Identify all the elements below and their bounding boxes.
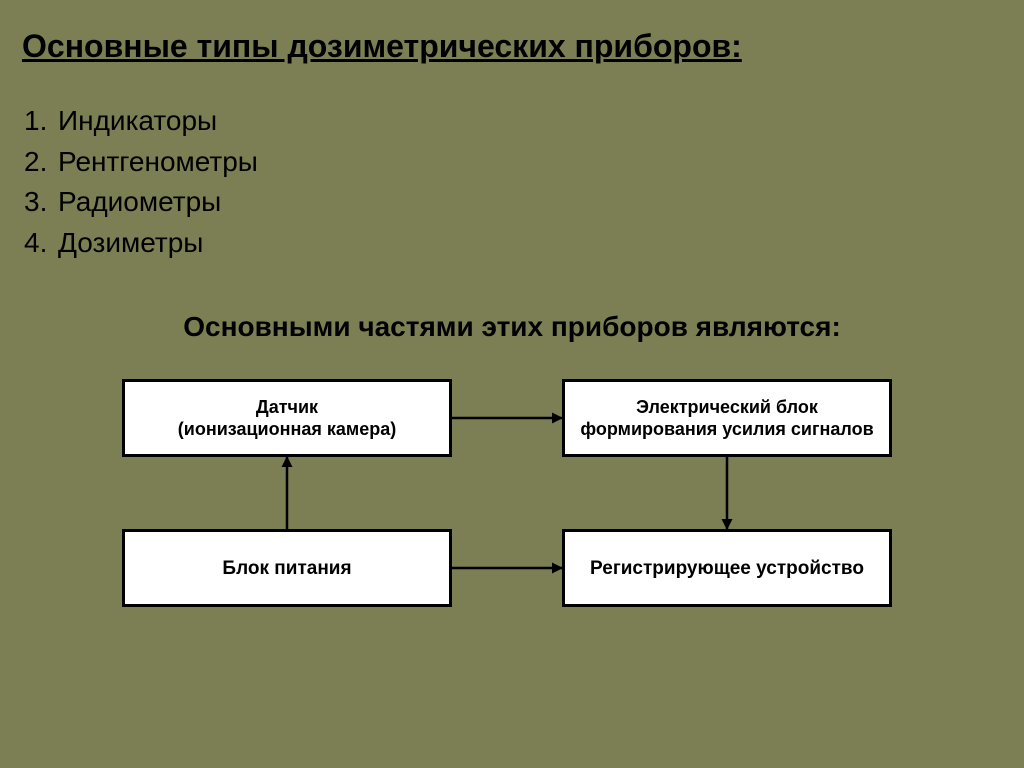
list-text: Дозиметры bbox=[58, 223, 203, 264]
list-item: 3. Радиометры bbox=[24, 182, 1002, 223]
block-diagram: Датчик (ионизационная камера) Электрическ… bbox=[62, 379, 962, 679]
diagram-node-sensor: Датчик (ионизационная камера) bbox=[122, 379, 452, 457]
main-title: Основные типы дозиметрических приборов: bbox=[22, 28, 1002, 65]
list-number: 3. bbox=[24, 182, 58, 223]
list-item: 1. Индикаторы bbox=[24, 101, 1002, 142]
slide-content: Основные типы дозиметрических приборов: … bbox=[0, 0, 1024, 768]
subtitle: Основными частями этих приборов являются… bbox=[22, 311, 1002, 343]
device-types-list: 1. Индикаторы 2. Рентгенометры 3. Радиом… bbox=[22, 101, 1002, 263]
list-item: 4. Дозиметры bbox=[24, 223, 1002, 264]
diagram-node-power: Блок питания bbox=[122, 529, 452, 607]
diagram-node-recorder: Регистрирующее устройство bbox=[562, 529, 892, 607]
list-text: Рентгенометры bbox=[58, 142, 258, 183]
list-text: Индикаторы bbox=[58, 101, 217, 142]
diagram-node-amp: Электрический блок формирования усилия с… bbox=[562, 379, 892, 457]
list-item: 2. Рентгенометры bbox=[24, 142, 1002, 183]
list-text: Радиометры bbox=[58, 182, 221, 223]
list-number: 4. bbox=[24, 223, 58, 264]
list-number: 1. bbox=[24, 101, 58, 142]
list-number: 2. bbox=[24, 142, 58, 183]
